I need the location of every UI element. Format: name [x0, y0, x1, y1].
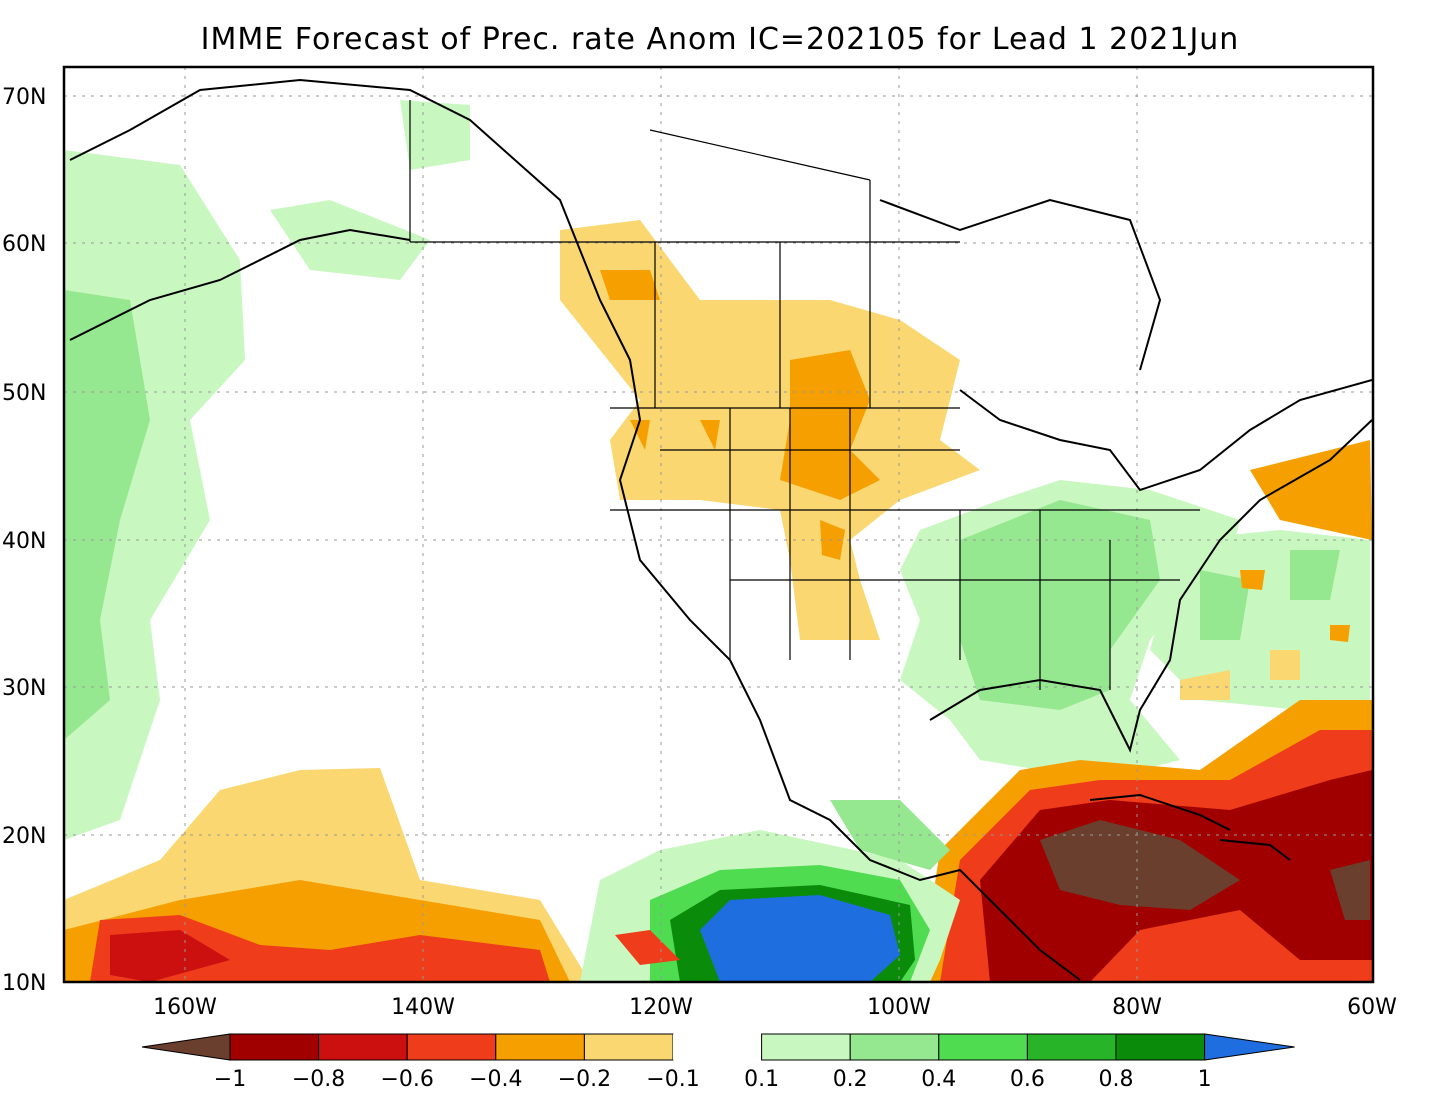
anomaly-shading [64, 100, 1372, 982]
political-borders [409, 100, 1200, 690]
shade-epac-red [615, 930, 680, 965]
lat-label: 10N [2, 971, 46, 996]
shade-atlantic-green-2 [1200, 550, 1340, 640]
shade-atlantic-orange [1240, 440, 1372, 642]
shade-canada-orange [600, 270, 880, 560]
legend-swatch [495, 1033, 585, 1061]
color-legend: −1 −0.8 −0.6 −0.4 −0.2 −0.1 0.1 0.2 0.4 0.6 0.8 1 [141, 1033, 1295, 1092]
map-title: IMME Forecast of Prec. rate Anom IC=2021… [200, 22, 1240, 57]
legend-swatch [229, 1033, 320, 1061]
legend-swatch [1115, 1033, 1206, 1061]
shade-canada-yellow [560, 220, 980, 640]
legend-swatch [318, 1033, 408, 1061]
legend-label: 0.1 [744, 1067, 779, 1092]
lon-label: 140W [391, 995, 455, 1020]
legend-swatch-low-arrow [141, 1033, 231, 1061]
latitude-labels: 70N 60N 50N 40N 30N 20N 10N [2, 85, 46, 996]
legend-swatch-high-arrow [1204, 1033, 1295, 1061]
plot-frame [62, 65, 1375, 984]
shade-alaska-green [270, 200, 430, 280]
legend-swatch [673, 1034, 762, 1060]
legend-swatch [761, 1033, 851, 1061]
legend-label: −0.6 [380, 1067, 433, 1092]
shade-pacific-green-2 [64, 290, 150, 740]
lat-label: 70N [2, 85, 46, 110]
legend-label: 0.6 [1010, 1067, 1045, 1092]
legend-swatch [406, 1033, 497, 1061]
legend-label: −0.2 [558, 1067, 611, 1092]
legend-label: 0.2 [833, 1067, 868, 1092]
legend-swatch [938, 1033, 1028, 1061]
lon-label: 60W [1347, 995, 1397, 1020]
legend-swatch [1026, 1033, 1117, 1061]
legend-label: −0.4 [469, 1067, 522, 1092]
shade-yukon-green [400, 100, 470, 170]
longitude-labels: 160W 140W 120W 100W 80W 60W [153, 995, 1397, 1020]
legend-label: 0.8 [1099, 1067, 1134, 1092]
lat-label: 30N [2, 676, 46, 701]
gridlines [64, 67, 1373, 982]
coastlines [69, 78, 1373, 981]
legend-swatch [583, 1033, 674, 1061]
legend-label: −0.8 [292, 1067, 345, 1092]
shade-subtrop-darkred [110, 930, 230, 982]
legend-swatch [849, 1033, 940, 1061]
shade-mexico-green [830, 800, 950, 870]
lat-label: 60N [2, 232, 46, 257]
legend-label: 0.4 [921, 1067, 956, 1092]
lon-label: 80W [1112, 995, 1162, 1020]
lat-label: 50N [2, 381, 46, 406]
legend-label: −0.1 [646, 1067, 699, 1092]
legend-label: −1 [214, 1067, 246, 1092]
lon-label: 120W [629, 995, 693, 1020]
lon-label: 160W [153, 995, 217, 1020]
lat-label: 40N [2, 529, 46, 554]
legend-label: 1 [1198, 1067, 1212, 1092]
shade-carib-brown [1040, 820, 1370, 920]
lat-label: 20N [2, 824, 46, 849]
shade-epac-blue [700, 895, 900, 982]
lon-label: 100W [867, 995, 931, 1020]
